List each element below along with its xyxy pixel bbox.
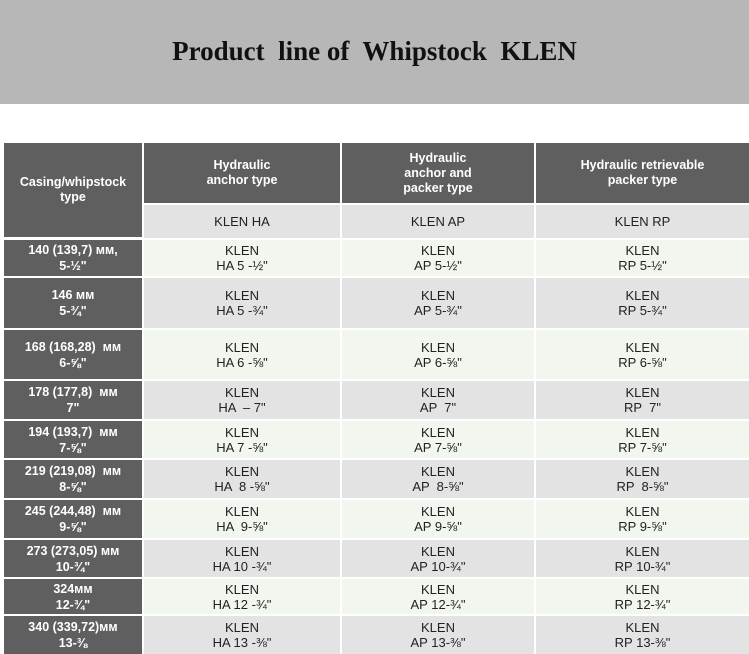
cell-rp: KLEN RP 10-¾" [536, 540, 749, 577]
casing-label: 245 (244,48) мм 9-⅝" [4, 500, 142, 538]
cell-ha: KLEN HA 12 -¾" [144, 579, 340, 614]
cell-ha: KLEN HA 5 -½" [144, 240, 340, 276]
casing-label: 140 (139,7) мм, 5-½" [4, 240, 142, 276]
cell-rp: KLEN RP 7-⅝" [536, 421, 749, 458]
cell-ap: KLEN AP 13-⅜" [342, 616, 534, 654]
cell-ap: KLEN AP 9-⅝" [342, 500, 534, 538]
cell-ap: KLEN AP 10-¾" [342, 540, 534, 577]
header-corner-casing-type: Casing/whipstock type [4, 143, 142, 237]
casing-label: 168 (168,28) мм 6-⅝" [4, 330, 142, 379]
cell-ha: KLEN HA 9-⅝" [144, 500, 340, 538]
cell-ap: KLEN AP 12-¾" [342, 579, 534, 614]
cell-ap: KLEN AP 7-⅝" [342, 421, 534, 458]
cell-ha: KLEN HA – 7" [144, 381, 340, 419]
cell-rp: KLEN RP 9-⅝" [536, 500, 749, 538]
cell-ha: KLEN HA 8 -⅝" [144, 460, 340, 498]
cell-ap: KLEN AP 5-¾" [342, 278, 534, 328]
header-hydraulic-anchor-type: Hydraulic anchor type [144, 143, 340, 203]
casing-label: 178 (177,8) мм 7" [4, 381, 142, 419]
casing-label: 194 (193,7) мм 7-⅝" [4, 421, 142, 458]
cell-rp: KLEN RP 6-⅝" [536, 330, 749, 379]
model-klen-rp: KLEN RP [536, 205, 749, 238]
casing-label: 219 (219,08) мм 8-⅝" [4, 460, 142, 498]
cell-ha: KLEN HA 10 -¾" [144, 540, 340, 577]
model-klen-ap: KLEN AP [342, 205, 534, 238]
cell-rp: KLEN RP 8-⅝" [536, 460, 749, 498]
casing-label: 146 мм 5-¾" [4, 278, 142, 328]
page-title: Product line of Whipstock KLEN [172, 35, 577, 66]
cell-ha: KLEN HA 13 -⅜" [144, 616, 340, 654]
cell-rp: KLEN RP 13-⅜" [536, 616, 749, 654]
casing-label: 273 (273,05) мм 10-¾" [4, 540, 142, 577]
model-klen-ha: KLEN HA [144, 205, 340, 238]
cell-rp: KLEN RP 7" [536, 381, 749, 419]
cell-ha: KLEN HA 5 -¾" [144, 278, 340, 328]
casing-label: 324мм 12-¾" [4, 579, 142, 614]
cell-ap: KLEN AP 8-⅝" [342, 460, 534, 498]
cell-ha: KLEN HA 7 -⅝" [144, 421, 340, 458]
cell-ap: KLEN AP 7" [342, 381, 534, 419]
cell-rp: KLEN RP 12-¾" [536, 579, 749, 614]
title-banner: Product line of Whipstock KLEN [0, 0, 749, 104]
cell-rp: KLEN RP 5-¾" [536, 278, 749, 328]
cell-ha: KLEN HA 6 -⅝" [144, 330, 340, 379]
header-hydraulic-anchor-packer-type: Hydraulic anchor and packer type [342, 143, 534, 203]
cell-rp: KLEN RP 5-½" [536, 240, 749, 276]
casing-label: 340 (339,72)мм 13-⅜ [4, 616, 142, 654]
cell-ap: KLEN AP 5-½" [342, 240, 534, 276]
cell-ap: KLEN AP 6-⅝" [342, 330, 534, 379]
header-hydraulic-retrievable-packer-type: Hydraulic retrievable packer type [536, 143, 749, 203]
